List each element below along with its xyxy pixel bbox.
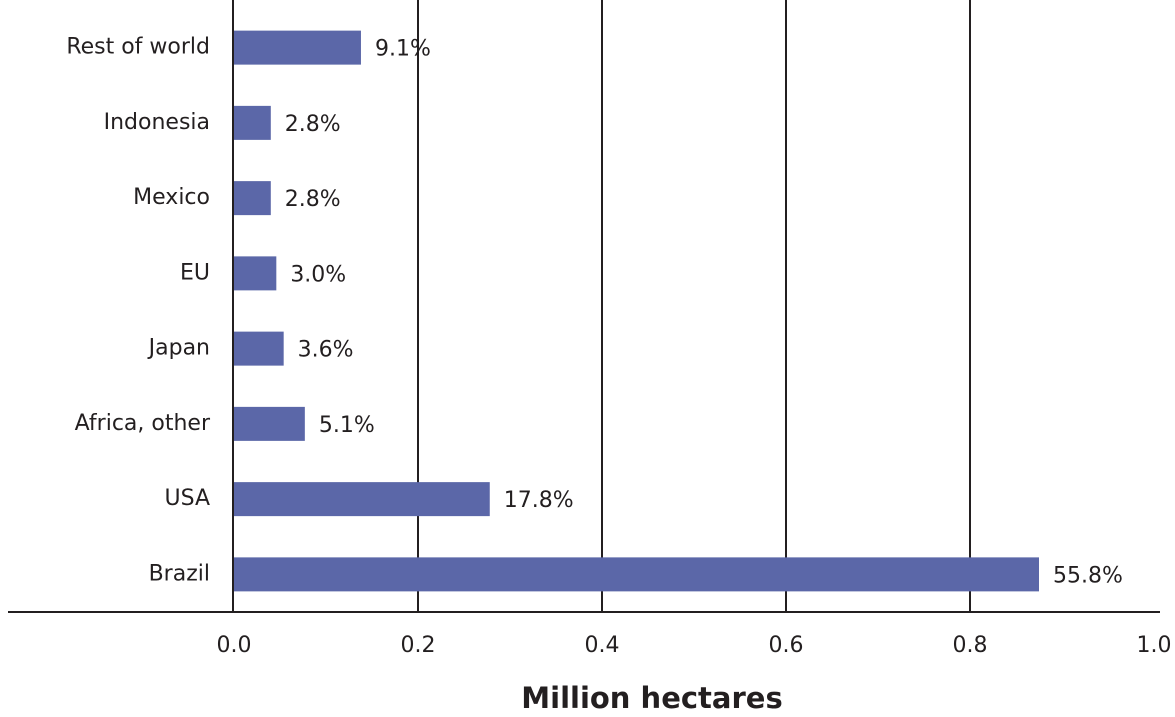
value-label: 2.8%: [285, 112, 341, 137]
bar: [234, 482, 490, 517]
value-label: 17.8%: [504, 488, 574, 513]
bar: [234, 181, 271, 216]
x-tick-label: 1.0: [1137, 633, 1172, 658]
value-label: 3.0%: [290, 262, 346, 287]
x-tick-label: 0.2: [401, 633, 436, 658]
y-tick-label: Mexico: [133, 185, 210, 210]
y-tick-label: Africa, other: [75, 411, 211, 436]
bar: [234, 256, 277, 291]
y-tick-label: EU: [180, 260, 210, 285]
bar: [234, 30, 361, 65]
x-axis-label: Million hectares: [521, 681, 782, 715]
bar: [234, 406, 305, 441]
x-tick-label: 0.0: [217, 633, 252, 658]
value-label: 2.8%: [285, 187, 341, 212]
y-tick-label: USA: [164, 486, 210, 511]
y-tick-label: Brazil: [149, 561, 210, 586]
x-tick-label: 0.6: [769, 633, 804, 658]
x-tick-label: 0.4: [585, 633, 620, 658]
bar: [234, 331, 284, 366]
y-tick-label: Indonesia: [104, 110, 210, 135]
bar: [234, 105, 271, 140]
x-tick-label: 0.8: [953, 633, 988, 658]
value-label: 55.8%: [1053, 563, 1123, 588]
bar: [234, 557, 1039, 592]
value-label: 9.1%: [375, 37, 431, 62]
y-tick-label: Japan: [147, 336, 210, 361]
y-tick-label: Rest of world: [66, 35, 210, 60]
value-label: 5.1%: [319, 413, 375, 438]
value-label: 3.6%: [298, 338, 354, 363]
